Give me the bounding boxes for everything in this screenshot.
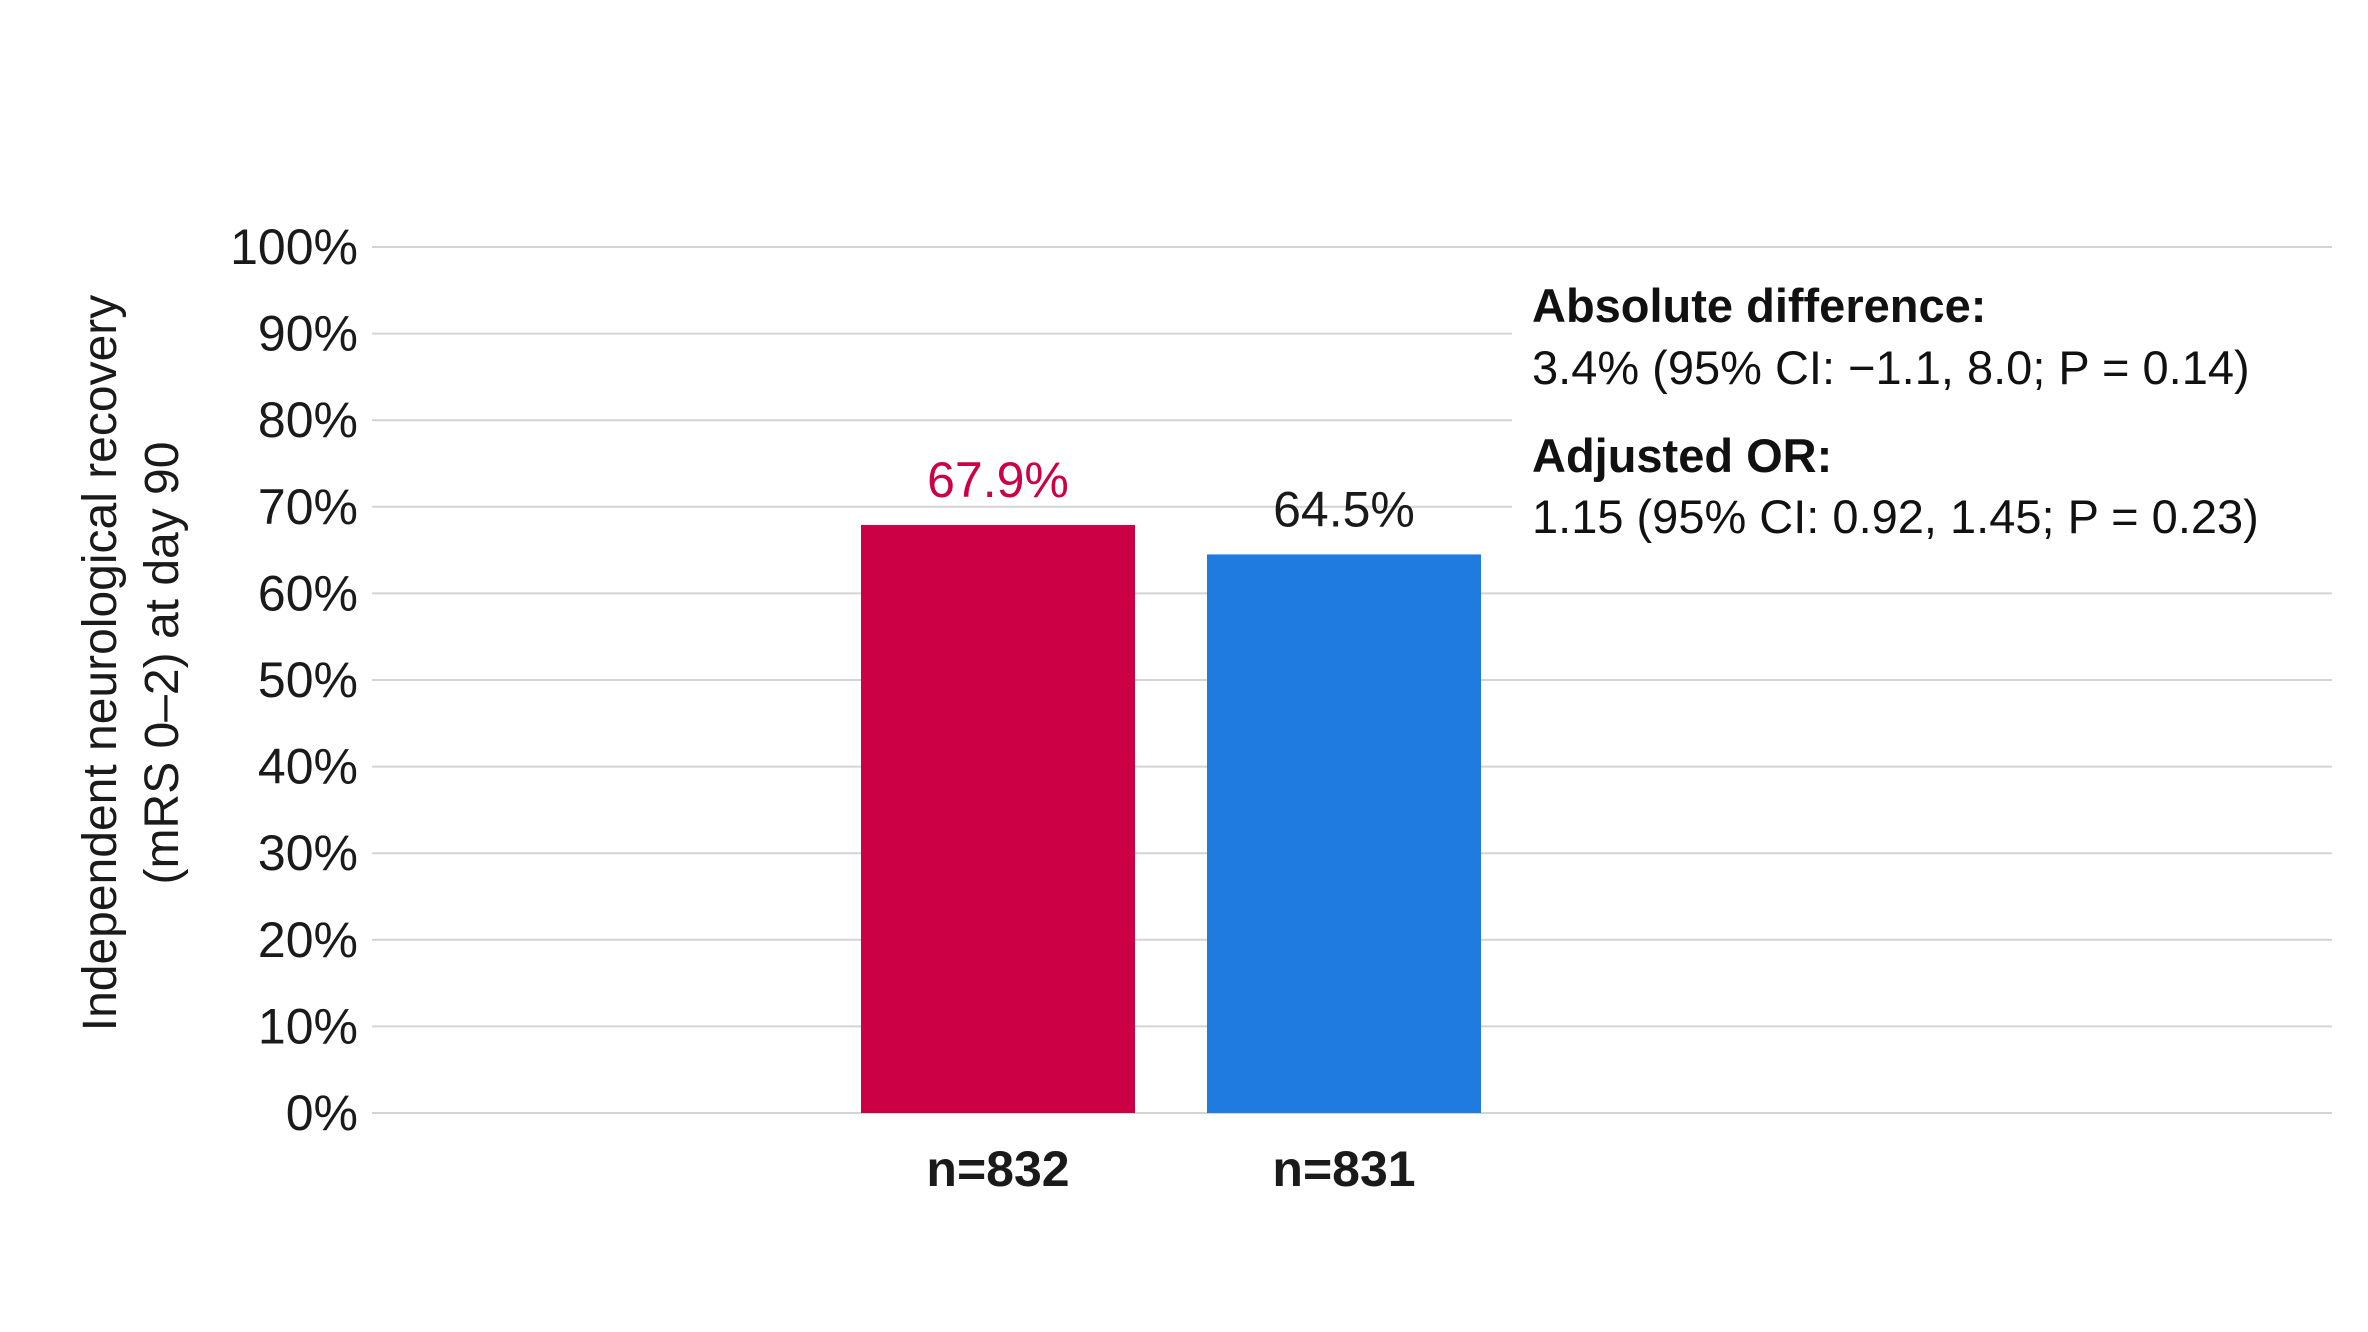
y-tick-label: 10% xyxy=(258,998,358,1054)
category-label-1: n=832 xyxy=(926,1141,1069,1197)
y-tick-label: 30% xyxy=(258,825,358,881)
y-axis-title-line-2: (mRS 0–2) at day 90 xyxy=(136,442,189,885)
y-tick-label: 80% xyxy=(258,392,358,448)
annotation-background xyxy=(1512,258,2336,540)
data-label-bar-2: 64.5% xyxy=(1273,481,1415,537)
y-tick-label: 50% xyxy=(258,652,358,708)
bars xyxy=(861,524,1481,1113)
data-label-bar-1: 67.9% xyxy=(927,452,1069,508)
annotation-box: Absolute difference: 3.4% (95% CI: −1.1,… xyxy=(1512,258,2336,543)
bar-1 xyxy=(861,524,1135,1113)
y-tick-label: 90% xyxy=(258,306,358,362)
y-tick-label: 70% xyxy=(258,479,358,535)
y-tick-label: 100% xyxy=(230,219,358,275)
y-tick-label: 60% xyxy=(258,565,358,621)
bar-labels: 67.9% 64.5% n=832 n=831 xyxy=(926,452,1415,1197)
y-tick-label: 40% xyxy=(258,739,358,795)
category-label-2: n=831 xyxy=(1272,1141,1415,1197)
or-title: Adjusted OR: xyxy=(1532,429,1832,482)
y-axis-title: Independent neurological recovery (mRS 0… xyxy=(74,295,189,1032)
y-axis-title-line-1: Independent neurological recovery xyxy=(74,295,127,1032)
abs-diff-text: 3.4% (95% CI: −1.1, 8.0; P = 0.14) xyxy=(1532,341,2250,394)
y-tick-labels: 0% 10% 20% 30% 40% 50% 60% 70% 80% 90% 100% xyxy=(230,219,358,1141)
or-text: 1.15 (95% CI: 0.92, 1.45; P = 0.23) xyxy=(1532,490,2259,543)
bar-2 xyxy=(1207,554,1481,1113)
y-tick-label: 0% xyxy=(286,1085,358,1141)
abs-diff-title: Absolute difference: xyxy=(1532,279,1986,332)
y-tick-label: 20% xyxy=(258,912,358,968)
